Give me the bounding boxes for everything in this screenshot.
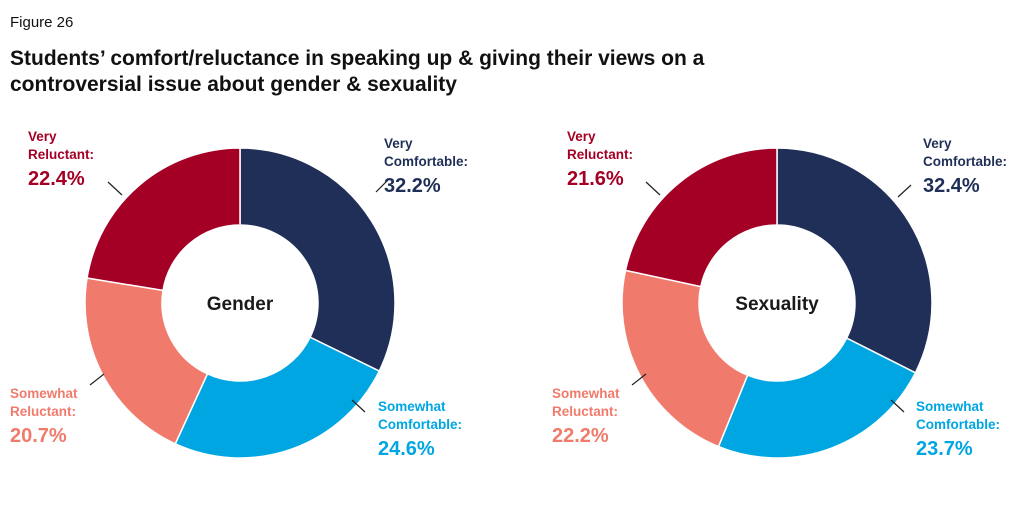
slice-value-label: 20.7% (10, 425, 67, 447)
slice-value-label: 23.7% (916, 438, 973, 460)
slice-label-line2: Reluctant: (10, 404, 76, 419)
slice-label-line1: Very (567, 129, 596, 144)
chart-title: Students’ comfort/reluctance in speaking… (10, 47, 705, 96)
slice-label-line2: Reluctant: (567, 147, 633, 162)
slice-somewhat-comfortable (717, 337, 917, 459)
slice-very-reluctant (86, 147, 241, 292)
figure-label: Figure 26 (10, 14, 74, 31)
slice-label-line1: Somewhat (10, 386, 78, 401)
donut-chart-1: Very Comfortable: 32.4% Somewhat Comfortable… (552, 129, 1007, 460)
leader-line (351, 399, 366, 413)
slice-value-label: 32.4% (923, 175, 980, 197)
slice-value-label: 21.6% (567, 168, 624, 190)
slice-label-line2: Comfortable: (378, 417, 462, 432)
leader-line (107, 181, 123, 196)
slice-very-comfortable (776, 147, 933, 374)
leader-line (375, 179, 389, 193)
slice-very-reluctant (624, 147, 778, 288)
slice-value-label: 22.4% (28, 168, 85, 190)
slice-value-label: 22.2% (552, 425, 609, 447)
slice-value-label: 24.6% (378, 438, 435, 460)
slice-label-line1: Very (28, 129, 57, 144)
slice-label-line2: Reluctant: (552, 404, 618, 419)
slice-somewhat-reluctant (84, 277, 209, 445)
slice-somewhat-comfortable (174, 336, 381, 459)
leader-line (645, 181, 661, 196)
leader-line (890, 399, 905, 413)
slice-label-line1: Very (384, 136, 413, 151)
donut-chart-0: Very Comfortable: 32.2% Somewhat Comfortable… (10, 129, 468, 460)
slice-very-comfortable (239, 147, 396, 373)
donut-center-label: Sexuality (735, 294, 819, 315)
slice-label-line1: Somewhat (552, 386, 620, 401)
slice-label-line1: Somewhat (916, 399, 984, 414)
slice-label-line2: Comfortable: (384, 154, 468, 169)
slice-label-line2: Reluctant: (28, 147, 94, 162)
leader-line (897, 184, 912, 198)
slice-label-line2: Comfortable: (916, 417, 1000, 432)
leader-line (89, 373, 105, 386)
leader-line (631, 373, 647, 386)
donut-center-label: Gender (207, 294, 274, 315)
slice-value-label: 32.2% (384, 175, 441, 197)
slice-label-line1: Somewhat (378, 399, 446, 414)
slice-somewhat-reluctant (621, 269, 749, 448)
slice-label-line2: Comfortable: (923, 154, 1007, 169)
slice-label-line1: Very (923, 136, 952, 151)
